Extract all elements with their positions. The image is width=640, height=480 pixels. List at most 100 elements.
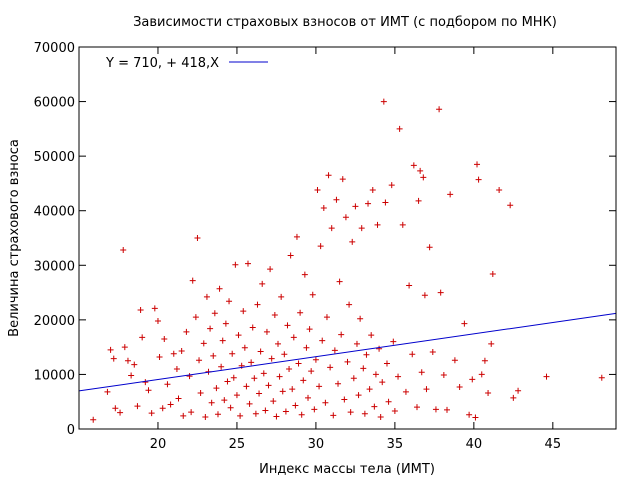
data-point <box>192 314 199 321</box>
data-point <box>371 403 378 410</box>
data-point <box>276 373 283 380</box>
data-point <box>402 388 409 395</box>
data-point <box>344 358 351 365</box>
data-point <box>156 353 163 360</box>
data-point <box>188 409 195 416</box>
data-point <box>358 225 365 232</box>
data-point <box>385 398 392 405</box>
data-point <box>510 394 517 401</box>
data-point <box>507 202 514 209</box>
data-point <box>410 162 417 169</box>
data-point <box>406 282 413 289</box>
data-point <box>175 395 182 402</box>
data-point <box>317 243 324 250</box>
data-point <box>383 360 390 367</box>
data-point <box>154 317 161 324</box>
data-point <box>173 365 180 372</box>
data-point <box>213 385 220 392</box>
data-point <box>325 172 332 179</box>
data-point <box>120 247 127 254</box>
data-point <box>440 371 447 378</box>
data-point <box>178 347 185 354</box>
data-point <box>279 388 286 395</box>
data-point <box>342 214 349 221</box>
data-point <box>417 167 424 174</box>
data-point <box>316 383 323 390</box>
data-point <box>183 328 190 335</box>
data-point <box>444 406 451 413</box>
data-point <box>268 355 275 362</box>
fit-line-layer <box>78 312 617 392</box>
data-point <box>475 176 482 183</box>
data-point <box>148 410 155 417</box>
x-tick-label: 30 <box>308 437 325 452</box>
data-point <box>327 364 334 371</box>
data-point <box>481 357 488 364</box>
data-point <box>197 389 204 396</box>
data-point <box>232 261 239 268</box>
data-point <box>273 413 280 420</box>
data-point <box>248 359 255 366</box>
data-point <box>461 320 468 327</box>
data-point <box>368 332 375 339</box>
data-point <box>322 399 329 406</box>
y-tick-label: 40000 <box>34 205 75 220</box>
y-tick-label: 70000 <box>34 41 75 56</box>
data-point <box>456 383 463 390</box>
data-point <box>409 351 416 358</box>
data-point <box>339 176 346 183</box>
data-point <box>377 413 384 420</box>
data-point <box>293 233 300 240</box>
data-point <box>333 196 340 203</box>
data-point <box>357 315 364 322</box>
chart-title: Зависимости страховых взносов от ИМТ (с … <box>133 15 557 30</box>
data-point <box>391 407 398 414</box>
data-point <box>161 335 168 342</box>
data-point <box>218 363 225 370</box>
data-point <box>267 266 274 273</box>
data-point <box>110 355 117 362</box>
data-point <box>240 308 247 315</box>
legend-label-fit-line: Y = 710, + 418,X <box>105 56 219 71</box>
data-point <box>341 396 348 403</box>
data-point <box>305 394 312 401</box>
data-point <box>413 404 420 411</box>
data-point <box>415 197 422 204</box>
data-point <box>139 334 146 341</box>
data-point <box>124 357 131 364</box>
data-point <box>131 361 138 368</box>
data-point <box>230 374 237 381</box>
data-point <box>369 186 376 193</box>
x-tick-label: 35 <box>387 437 404 452</box>
data-point <box>290 334 297 341</box>
data-point <box>254 301 261 308</box>
data-point <box>189 277 196 284</box>
data-point <box>314 186 321 193</box>
data-point <box>237 412 244 419</box>
data-point <box>432 406 439 413</box>
data-point <box>117 409 124 416</box>
data-point <box>469 376 476 383</box>
y-tick-label: 50000 <box>34 150 75 165</box>
data-point <box>338 331 345 338</box>
data-point <box>485 389 492 396</box>
data-point <box>246 400 253 407</box>
data-point <box>346 301 353 308</box>
data-point <box>289 386 296 393</box>
data-point <box>331 347 338 354</box>
data-point <box>335 380 342 387</box>
data-point <box>235 332 242 339</box>
data-point <box>227 404 234 411</box>
data-point <box>287 252 294 259</box>
data-point <box>429 349 436 356</box>
data-point <box>275 340 282 347</box>
data-point <box>300 377 307 384</box>
data-point <box>170 350 177 357</box>
data-point <box>308 368 315 375</box>
data-point <box>278 293 285 300</box>
x-axis-ticks: 20 25 30 35 40 45 <box>150 47 561 452</box>
data-point <box>297 309 304 316</box>
data-point <box>208 399 215 406</box>
data-point <box>488 340 495 347</box>
